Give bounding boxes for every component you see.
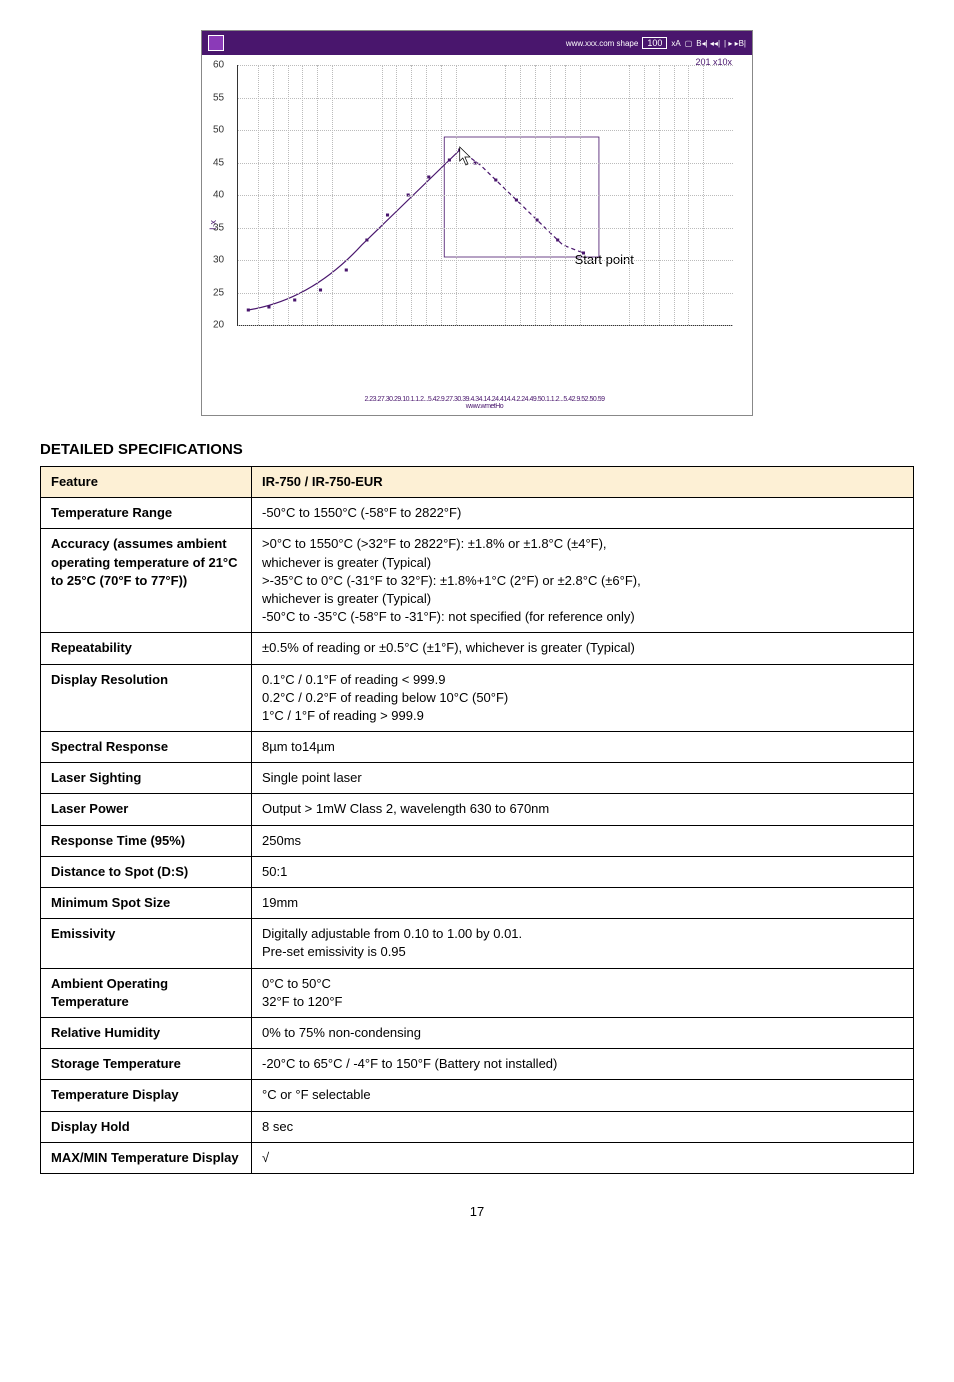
row-value: Output > 1mW Class 2, wavelength 630 to … [252,794,914,825]
row-label: Accuracy (assumes ambient operating temp… [41,529,252,633]
row-value: 250ms [252,825,914,856]
table-row: EmissivityDigitally adjustable from 0.10… [41,919,914,968]
row-label: Temperature Display [41,1080,252,1111]
row-label: MAX/MIN Temperature Display [41,1142,252,1173]
table-row: Relative Humidity0% to 75% non-condensin… [41,1017,914,1048]
row-value: ±0.5% of reading or ±0.5°C (±1°F), which… [252,633,914,664]
y-tick: 60 [213,60,224,71]
toolbar-btn: ▢ [685,39,693,48]
row-label: Minimum Spot Size [41,888,252,919]
row-label: Laser Power [41,794,252,825]
row-value: -50°C to 1550°C (-58°F to 2822°F) [252,498,914,529]
table-row: Temperature Display°C or °F selectable [41,1080,914,1111]
row-label: Repeatability [41,633,252,664]
table-row: Laser SightingSingle point laser [41,763,914,794]
spec-table: Feature IR-750 / IR-750-EUR Temperature … [40,466,914,1174]
row-value: >0°C to 1550°C (>32°F to 2822°F): ±1.8% … [252,529,914,633]
x-axis-labels: 2.23.27.30.29.10.1.1.2...5.42.9.27.30.39… [237,396,732,410]
table-row: Ambient Operating Temperature0°C to 50°C… [41,968,914,1017]
header-feature: Feature [41,467,252,498]
app-icon [208,35,224,51]
row-value: Single point laser [252,763,914,794]
row-label: Relative Humidity [41,1017,252,1048]
x-axis-ticks: 2.23.27.30.29.10.1.1.2...5.42.9.27.30.39… [237,396,732,403]
row-value: 8µm to14µm [252,732,914,763]
table-header-row: Feature IR-750 / IR-750-EUR [41,467,914,498]
row-value: 0% to 75% non-condensing [252,1017,914,1048]
table-row: Temperature Range-50°C to 1550°C (-58°F … [41,498,914,529]
row-value: 19mm [252,888,914,919]
chart-plot-area: Start point 202530354045505560 [237,65,733,326]
row-value: °C or °F selectable [252,1080,914,1111]
row-label: Display Resolution [41,664,252,732]
table-row: Response Time (95%)250ms [41,825,914,856]
toolbar-zoom: 100 [642,37,667,49]
table-row: MAX/MIN Temperature Display√ [41,1142,914,1173]
row-value: √ [252,1142,914,1173]
row-label: Laser Sighting [41,763,252,794]
row-value: -20°C to 65°C / -4°F to 150°F (Battery n… [252,1049,914,1080]
row-value: 8 sec [252,1111,914,1142]
table-row: Display Resolution0.1°C / 0.1°F of readi… [41,664,914,732]
toolbar-text: www.xxx.com shape [566,39,638,48]
row-value: 0°C to 50°C 32°F to 120°F [252,968,914,1017]
x-axis-sublabel: www.wmetHo [237,403,732,410]
chart-figure: www.xxx.com shape 100 xA ▢ B◂| ◂◂| | ▸ ▸… [201,30,753,416]
y-tick: 25 [213,287,224,298]
table-row: Repeatability±0.5% of reading or ±0.5°C … [41,633,914,664]
y-tick: 45 [213,157,224,168]
row-label: Ambient Operating Temperature [41,968,252,1017]
section-heading: DETAILED SPECIFICATIONS [40,441,914,458]
page-number: 17 [40,1204,914,1219]
header-model: IR-750 / IR-750-EUR [252,467,914,498]
y-tick: 35 [213,222,224,233]
toolbar-btn: xA [671,39,680,48]
y-tick: 40 [213,190,224,201]
table-row: Laser PowerOutput > 1mW Class 2, wavelen… [41,794,914,825]
chart-body: 201 x10x I·x Start point 202530354045505… [202,55,752,415]
row-label: Emissivity [41,919,252,968]
table-row: Spectral Response8µm to14µm [41,732,914,763]
row-label: Display Hold [41,1111,252,1142]
toolbar-btn: | ▸ ▸B| [724,39,746,48]
y-tick: 55 [213,92,224,103]
table-row: Storage Temperature-20°C to 65°C / -4°F … [41,1049,914,1080]
table-row: Distance to Spot (D:S)50:1 [41,856,914,887]
table-row: Accuracy (assumes ambient operating temp… [41,529,914,633]
row-value: 0.1°C / 0.1°F of reading < 999.9 0.2°C /… [252,664,914,732]
row-label: Response Time (95%) [41,825,252,856]
table-row: Display Hold8 sec [41,1111,914,1142]
toolbar-btn: B◂| ◂◂| [696,39,720,48]
chart-toolbar: www.xxx.com shape 100 xA ▢ B◂| ◂◂| | ▸ ▸… [202,31,752,55]
row-label: Distance to Spot (D:S) [41,856,252,887]
y-tick: 20 [213,320,224,331]
row-label: Spectral Response [41,732,252,763]
row-label: Storage Temperature [41,1049,252,1080]
row-value: Digitally adjustable from 0.10 to 1.00 b… [252,919,914,968]
y-tick: 50 [213,125,224,136]
y-tick: 30 [213,255,224,266]
row-label: Temperature Range [41,498,252,529]
row-value: 50:1 [252,856,914,887]
table-row: Minimum Spot Size19mm [41,888,914,919]
